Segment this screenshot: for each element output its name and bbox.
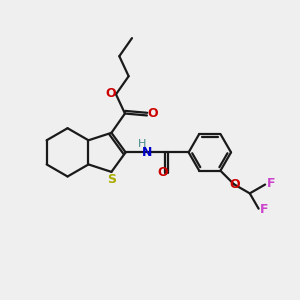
Text: N: N (142, 146, 152, 159)
Text: O: O (158, 167, 168, 179)
Text: O: O (147, 107, 158, 121)
Text: H: H (138, 139, 147, 149)
Text: O: O (105, 87, 116, 100)
Text: F: F (267, 177, 275, 190)
Text: F: F (260, 203, 269, 216)
Text: S: S (107, 173, 116, 186)
Text: O: O (229, 178, 240, 191)
